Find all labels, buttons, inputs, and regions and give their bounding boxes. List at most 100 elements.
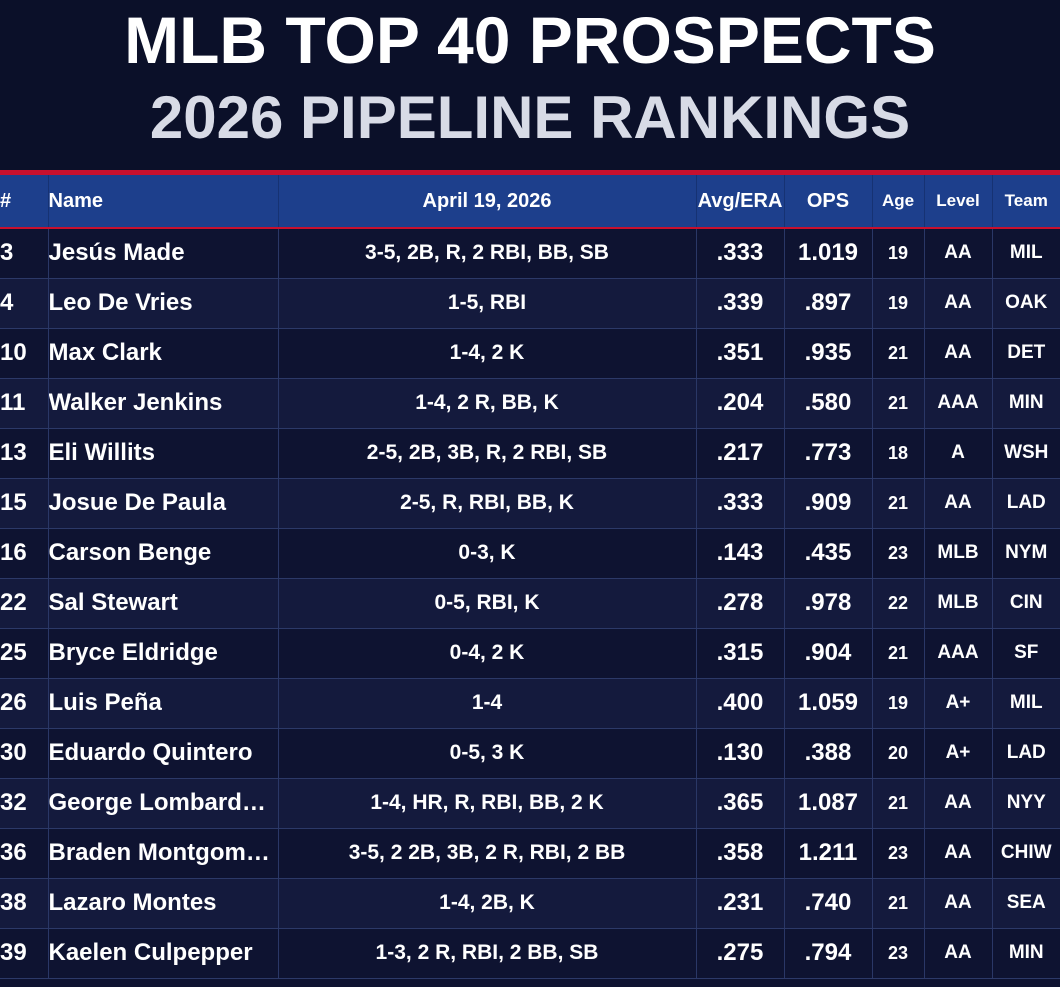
avg-era-cell: .143 [696, 528, 785, 579]
table-row[interactable]: 4 Leo De Vries 1-5, RBI .339.897 19 AA OAK [0, 278, 1060, 329]
table-row[interactable]: 10 Max Clark 1-4, 2 K .351.935 21 AA DET [0, 328, 1060, 379]
age-cell: 22 [872, 578, 925, 629]
table-row[interactable]: 11 Walker Jenkins 1-4, 2 R, BB, K .204.580 2… [0, 378, 1060, 429]
team-cell: LAD [992, 728, 1060, 779]
table-row[interactable]: 30 Eduardo Quintero 0-5, 3 K .130.388 20 A+ LA… [0, 728, 1060, 779]
game-line-cell: 1-3, 2 R, RBI, 2 BB, SB [278, 928, 697, 979]
table-row[interactable]: 36 Braden Montgom… 3-5, 2 2B, 3B, 2 R, RBI… [0, 828, 1060, 879]
rank-cell: 11 [0, 378, 49, 429]
avg-era-cell: .400 [696, 678, 785, 729]
age-cell: 21 [872, 378, 925, 429]
table-row[interactable]: 38 Lazaro Montes 1-4, 2B, K .231.740 21 AA SEA [0, 878, 1060, 929]
age-cell: 19 [872, 228, 925, 279]
page-header: MLB TOP 40 PROSPECTS 2026 PIPELINE RANKI… [0, 0, 1060, 170]
avg-era-cell: .365 [696, 778, 785, 829]
age-cell: 20 [872, 728, 925, 779]
table-row[interactable]: 16 Carson Benge 0-3, K .143.435 23 MLB NYM [0, 528, 1060, 579]
age-cell: 19 [872, 678, 925, 729]
ops-cell: .580 [784, 378, 873, 429]
age-cell: 21 [872, 778, 925, 829]
game-line-cell: 0-4, 2 K [278, 628, 697, 679]
rank-cell: 13 [0, 428, 49, 479]
player-name-cell: Eduardo Quintero [48, 728, 279, 779]
level-cell: MLB [924, 528, 993, 579]
ops-cell: 1.211 [784, 828, 873, 879]
game-line-cell: 2-5, 2B, 3B, R, 2 RBI, SB [278, 428, 697, 479]
rank-cell: 22 [0, 578, 49, 629]
team-cell: MIL [992, 678, 1060, 729]
rank-cell: 26 [0, 678, 49, 729]
level-cell: AA [924, 878, 993, 929]
ops-cell: .794 [784, 928, 873, 979]
page-title: MLB TOP 40 PROSPECTS [124, 3, 936, 77]
table-row[interactable]: 32 George Lombard… 1-4, HR, R, RBI, BB, 2 … [0, 778, 1060, 829]
player-name-cell: Lazaro Montes [48, 878, 279, 929]
ops-cell: .904 [784, 628, 873, 679]
table-row[interactable]: 22 Sal Stewart 0-5, RBI, K .278.978 22 MLB CIN [0, 578, 1060, 629]
avg-era-cell: .204 [696, 378, 785, 429]
team-cell: MIL [992, 228, 1060, 279]
table-row[interactable]: 25 Bryce Eldridge 0-4, 2 K .315.904 21 AAA SF [0, 628, 1060, 679]
game-line-cell: 0-5, RBI, K [278, 578, 697, 629]
level-cell: AAA [924, 378, 993, 429]
ops-cell: 1.019 [784, 228, 873, 279]
table-header-row: # Name April 19, 2026 Avg/ERA OPS Age Le… [0, 175, 1060, 229]
team-cell: SEA [992, 878, 1060, 929]
avg-era-cell: .339 [696, 278, 785, 329]
age-cell: 21 [872, 628, 925, 679]
game-line-cell: 1-4, 2 R, BB, K [278, 378, 697, 429]
avg-era-cell: .275 [696, 928, 785, 979]
header-divider [0, 170, 1060, 175]
game-line-cell: 0-5, 3 K [278, 728, 697, 779]
column-header-team[interactable]: Team [992, 175, 1060, 229]
age-cell: 23 [872, 528, 925, 579]
rank-cell: 25 [0, 628, 49, 679]
table-row[interactable]: 3 Jesús Made 3-5, 2B, R, 2 RBI, BB, SB .333… [0, 228, 1060, 279]
player-name-cell: Walker Jenkins [48, 378, 279, 429]
team-cell: SF [992, 628, 1060, 679]
table-row-partial [0, 979, 1060, 987]
table-row[interactable]: 15 Josue De Paula 2-5, R, RBI, BB, K .333.9… [0, 478, 1060, 529]
level-cell: AA [924, 328, 993, 379]
level-cell: AA [924, 928, 993, 979]
team-cell: MIN [992, 928, 1060, 979]
player-name-cell: Kaelen Culpepper [48, 928, 279, 979]
age-cell: 23 [872, 828, 925, 879]
rank-cell: 4 [0, 278, 49, 329]
avg-era-cell: .130 [696, 728, 785, 779]
team-cell: MIN [992, 378, 1060, 429]
age-cell: 18 [872, 428, 925, 479]
game-line-cell: 3-5, 2 2B, 3B, 2 R, RBI, 2 BB [278, 828, 697, 879]
player-name-cell: Sal Stewart [48, 578, 279, 629]
avg-era-cell: .333 [696, 478, 785, 529]
prospects-table: # Name April 19, 2026 Avg/ERA OPS Age Le… [0, 175, 1060, 979]
level-cell: A+ [924, 728, 993, 779]
avg-era-cell: .315 [696, 628, 785, 679]
ops-cell: .435 [784, 528, 873, 579]
column-header-date[interactable]: April 19, 2026 [278, 175, 697, 229]
avg-era-cell: .278 [696, 578, 785, 629]
table-row[interactable]: 26 Luis Peña 1-4.400 1.059 19 A+ MIL [0, 678, 1060, 729]
column-header-ops[interactable]: OPS [784, 175, 873, 229]
column-header-avg-era[interactable]: Avg/ERA [696, 175, 785, 229]
column-header-rank[interactable]: # [0, 175, 49, 229]
player-name-cell: George Lombard… [48, 778, 279, 829]
rank-cell: 30 [0, 728, 49, 779]
team-cell: OAK [992, 278, 1060, 329]
table-row[interactable]: 13 Eli Willits 2-5, 2B, 3B, R, 2 RBI, SB .2… [0, 428, 1060, 479]
game-line-cell: 0-3, K [278, 528, 697, 579]
column-header-level[interactable]: Level [924, 175, 993, 229]
rank-cell: 3 [0, 228, 49, 279]
rank-cell: 38 [0, 878, 49, 929]
player-name-cell: Jesús Made [48, 228, 279, 279]
ops-cell: .740 [784, 878, 873, 929]
level-cell: A [924, 428, 993, 479]
age-cell: 21 [872, 878, 925, 929]
column-header-age[interactable]: Age [872, 175, 925, 229]
team-cell: WSH [992, 428, 1060, 479]
level-cell: AA [924, 778, 993, 829]
table-row[interactable]: 39 Kaelen Culpepper 1-3, 2 R, RBI, 2 BB, S… [0, 928, 1060, 979]
column-header-name[interactable]: Name [48, 175, 279, 229]
rank-cell: 10 [0, 328, 49, 379]
rank-cell: 15 [0, 478, 49, 529]
